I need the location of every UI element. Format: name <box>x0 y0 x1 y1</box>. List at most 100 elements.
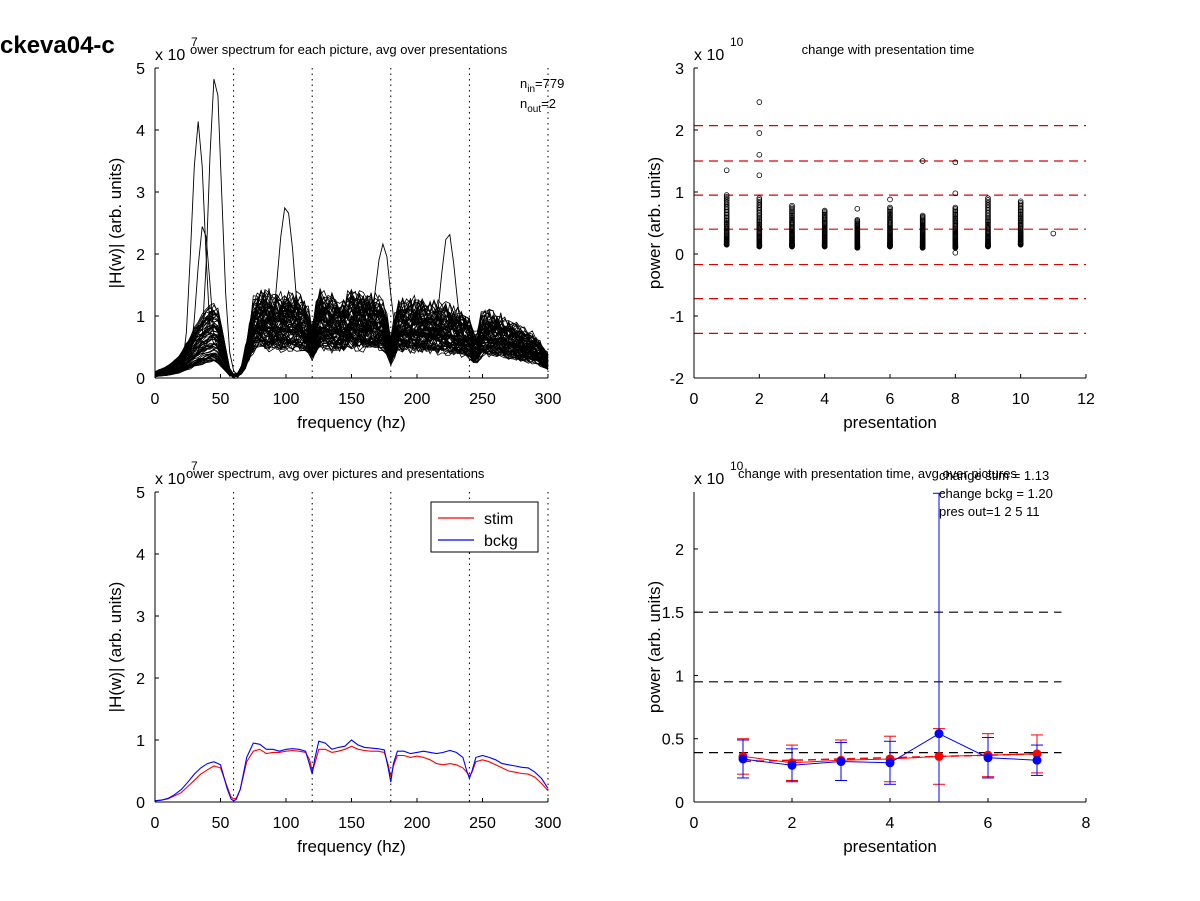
y-tick-label: 0 <box>675 795 684 812</box>
y-tick-label: 1.5 <box>662 605 684 622</box>
data-point-outlier <box>756 172 763 179</box>
y-tick-label: 5 <box>136 485 145 502</box>
x-tick-label: 6 <box>984 815 993 832</box>
y-tick-label: 1 <box>136 733 145 750</box>
data-point <box>952 206 959 212</box>
data-point <box>756 195 763 202</box>
x-tick-label: 4 <box>886 815 895 832</box>
y-tick-label: 1 <box>675 668 684 685</box>
x-tick-label: 100 <box>273 815 300 832</box>
y-tick-label: 5 <box>136 61 145 78</box>
series-marker-bckg <box>738 754 748 764</box>
y-tick-label: 0.5 <box>662 732 684 749</box>
panel-title: change with presentation time, avg over … <box>738 466 1017 481</box>
series-line-bckg <box>154 739 549 802</box>
spectrum-peak-line <box>154 233 549 379</box>
spectrum-line <box>154 330 549 377</box>
spectrum-line <box>154 295 549 376</box>
data-point <box>952 204 959 211</box>
spectrum-line <box>154 303 549 376</box>
data-point-outlier <box>756 99 763 105</box>
spectrum-line <box>154 314 549 378</box>
x-tick-label: 8 <box>1082 815 1091 832</box>
series-marker-bckg <box>787 760 797 770</box>
series-marker-stim <box>934 751 944 761</box>
spectrum-line <box>154 287 549 376</box>
exponent-power: 7 <box>191 459 198 473</box>
data-point <box>723 197 730 204</box>
series-marker-bckg <box>1032 755 1042 765</box>
annotation-text: change stim = 1.13 <box>939 468 1049 483</box>
data-point <box>919 212 926 219</box>
exponent-base: x 10 <box>155 47 185 64</box>
y-tick-label: 4 <box>136 547 145 564</box>
x-tick-label: 250 <box>469 391 496 408</box>
spectrum-line <box>154 295 549 375</box>
x-tick-label: 100 <box>273 391 300 408</box>
x-tick-label: 2 <box>788 815 797 832</box>
x-tick-label: 50 <box>212 391 230 408</box>
exponent-power: 10 <box>730 35 744 49</box>
x-tick-label: 12 <box>1077 391 1095 408</box>
panel-title: ower spectrum, avg over pictures and pre… <box>186 466 485 481</box>
data-point <box>723 195 730 202</box>
y-tick-label: 3 <box>136 185 145 202</box>
y-tick-label: 4 <box>136 123 145 140</box>
data-point <box>723 192 730 198</box>
series-line-stim <box>154 745 549 802</box>
data-point <box>1017 201 1024 208</box>
y-tick-label: 0 <box>136 795 145 812</box>
panel-top-left-spectrum-per-picture: 0 50 100 150 200 250 300 0 1 2 3 4 5 x 10 7 frequency (… <box>106 35 564 432</box>
y-tick-label: 2 <box>136 671 145 688</box>
panel-title: ower spectrum for each picture, avg over… <box>190 42 508 57</box>
legend-box <box>430 501 539 553</box>
y-tick-label: -2 <box>670 371 684 388</box>
y-tick-label: 1 <box>136 309 145 326</box>
x-tick-label: 0 <box>690 815 699 832</box>
data-point <box>1017 198 1024 205</box>
exponent-power: 10 <box>730 459 744 473</box>
annotation-text: nin=779 <box>520 76 564 95</box>
y-tick-label: 2 <box>675 542 684 559</box>
y-tick-label: 0 <box>675 247 684 264</box>
y-tick-label: 3 <box>675 61 684 78</box>
data-point <box>723 199 730 205</box>
data-point <box>789 205 795 212</box>
data-point <box>756 197 763 203</box>
x-tick-label: 250 <box>469 815 496 832</box>
panel-bottom-right-average-change: 0 2 4 6 8 0 0.5 1 1.5 2 x 10 10 presentation power (a… <box>645 459 1091 856</box>
annotation-text: pres out=1 2 5 11 <box>939 504 1040 519</box>
series-marker-bckg <box>836 757 846 767</box>
y-tick-label: -1 <box>670 309 684 326</box>
panel-bottom-left-average-spectrum: 0 50 100 150 200 250 300 0 1 2 3 4 5 x 10 7 frequency (… <box>106 459 561 856</box>
series-marker-bckg <box>885 758 895 768</box>
y-axis-label: |H(w)| (arb. units) <box>106 582 125 713</box>
spectrum-line <box>154 288 549 377</box>
legend-label-bckg: bckg <box>484 533 518 550</box>
annotation-text: nout=2 <box>520 96 556 115</box>
x-tick-label: 200 <box>404 391 431 408</box>
annotation-text: change bckg = 1.20 <box>939 486 1053 501</box>
data-point-outlier <box>952 159 959 166</box>
data-point <box>821 207 828 214</box>
figure-label: ckeva04-c <box>0 32 115 59</box>
legend: stim bckg <box>430 501 539 553</box>
data-point-outlier <box>887 196 893 203</box>
data-point <box>985 197 991 203</box>
data-point <box>723 194 730 200</box>
x-tick-label: 50 <box>212 815 230 832</box>
data-point-outlier <box>723 167 730 174</box>
x-tick-label: 2 <box>755 391 764 408</box>
data-point-outlier <box>952 190 959 197</box>
x-tick-label: 6 <box>886 391 895 408</box>
data-point <box>789 204 795 210</box>
x-tick-label: 300 <box>535 815 562 832</box>
series-marker-bckg <box>983 753 993 763</box>
x-tick-label: 8 <box>951 391 960 408</box>
x-tick-label: 300 <box>535 391 562 408</box>
x-tick-label: 10 <box>1012 391 1030 408</box>
exponent-base: x 10 <box>155 471 185 488</box>
data-point-outlier <box>756 152 763 158</box>
